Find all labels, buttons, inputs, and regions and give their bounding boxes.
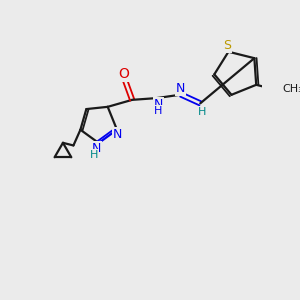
Text: N: N <box>176 82 185 95</box>
Text: H: H <box>154 106 163 116</box>
Text: S: S <box>223 39 231 52</box>
Text: H: H <box>90 150 98 160</box>
Text: H: H <box>198 107 206 117</box>
Text: N: N <box>92 142 101 155</box>
Text: CH₃: CH₃ <box>282 84 300 94</box>
Text: O: O <box>118 67 129 81</box>
Text: N: N <box>113 128 122 141</box>
Text: N: N <box>154 98 163 111</box>
